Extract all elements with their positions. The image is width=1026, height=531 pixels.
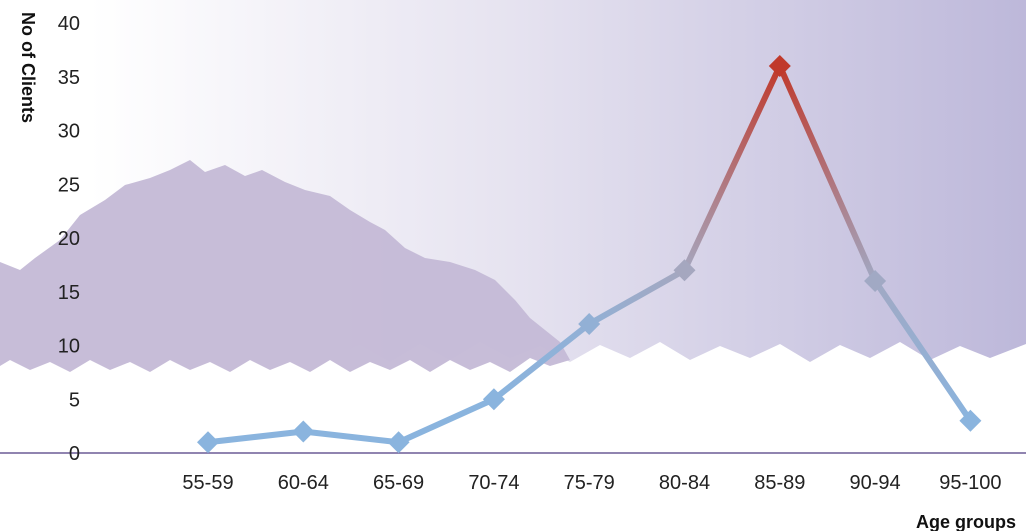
x-tick-label: 95-100	[939, 472, 1001, 494]
y-tick-label: 25	[58, 174, 80, 196]
line-segment	[681, 63, 783, 274]
x-tick-label: 70-74	[468, 472, 519, 494]
grass-silhouette	[0, 340, 1026, 531]
data-point	[959, 409, 982, 432]
line-segment	[872, 278, 974, 424]
data-point	[292, 420, 315, 443]
x-tick-label: 55-59	[182, 472, 233, 494]
data-point	[197, 431, 219, 454]
y-tick-label: 5	[69, 389, 80, 411]
data-point	[673, 259, 696, 282]
series-markers	[197, 55, 982, 454]
data-point	[387, 431, 410, 454]
line-segment	[395, 396, 497, 446]
x-tick-label: 65-69	[373, 472, 424, 494]
y-tick-label: 40	[58, 13, 80, 35]
x-axis-title: Age groups	[916, 512, 1016, 531]
x-tick-label: 60-64	[278, 472, 329, 494]
line-segment	[300, 428, 402, 446]
line-segment	[586, 267, 688, 327]
line-segment	[776, 63, 879, 284]
y-tick-label: 0	[69, 443, 80, 465]
x-tick-label: 90-94	[850, 472, 901, 494]
y-tick-label: 10	[58, 336, 80, 358]
data-point	[578, 313, 601, 335]
y-tick-label: 30	[58, 121, 80, 143]
y-tick-label: 15	[58, 282, 80, 304]
data-point	[864, 270, 887, 292]
y-axis: 0 5 10 15 20 25 30 35 40	[58, 13, 80, 465]
series-line	[205, 63, 974, 446]
line-segment	[490, 321, 593, 403]
y-tick-label: 35	[58, 67, 80, 89]
bush-silhouette	[0, 160, 570, 372]
x-tick-label: 75-79	[564, 472, 615, 494]
y-axis-title: No of Clients	[18, 12, 38, 123]
line-segment	[205, 428, 307, 446]
x-axis: 55-59 60-64 65-69 70-74 75-79 80-84 85-89 90-94…	[0, 452, 1026, 494]
y-tick-label: 20	[58, 228, 80, 250]
x-tick-label: 80-84	[659, 472, 710, 494]
x-tick-label: 85-89	[754, 472, 805, 494]
data-point	[768, 55, 791, 77]
data-point	[482, 388, 505, 411]
